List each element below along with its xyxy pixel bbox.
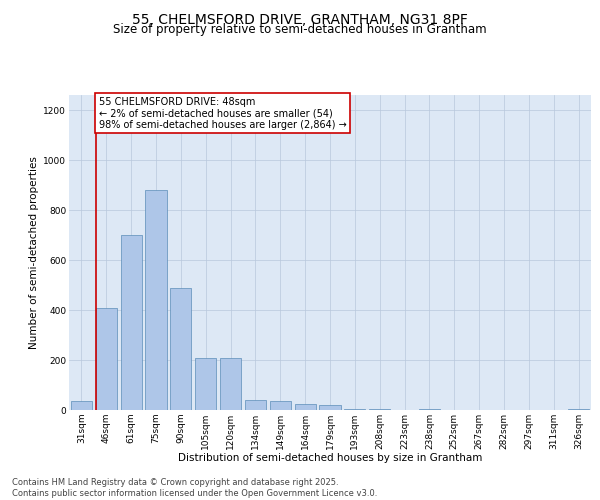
Bar <box>220 358 241 410</box>
Bar <box>319 405 341 410</box>
Bar <box>270 401 291 410</box>
Bar <box>71 401 92 410</box>
Bar <box>195 358 216 410</box>
Bar <box>145 190 167 410</box>
Y-axis label: Number of semi-detached properties: Number of semi-detached properties <box>29 156 39 349</box>
Bar <box>245 400 266 410</box>
Text: 55 CHELMSFORD DRIVE: 48sqm
← 2% of semi-detached houses are smaller (54)
98% of : 55 CHELMSFORD DRIVE: 48sqm ← 2% of semi-… <box>99 96 346 130</box>
Text: Size of property relative to semi-detached houses in Grantham: Size of property relative to semi-detach… <box>113 22 487 36</box>
X-axis label: Distribution of semi-detached houses by size in Grantham: Distribution of semi-detached houses by … <box>178 454 482 464</box>
Text: Contains HM Land Registry data © Crown copyright and database right 2025.
Contai: Contains HM Land Registry data © Crown c… <box>12 478 377 498</box>
Bar <box>344 409 365 410</box>
Bar <box>295 404 316 410</box>
Text: 55, CHELMSFORD DRIVE, GRANTHAM, NG31 8PF: 55, CHELMSFORD DRIVE, GRANTHAM, NG31 8PF <box>132 12 468 26</box>
Bar <box>419 409 440 410</box>
Bar <box>568 409 589 410</box>
Bar <box>369 409 390 410</box>
Bar <box>96 308 117 410</box>
Bar <box>121 235 142 410</box>
Bar <box>170 288 191 410</box>
